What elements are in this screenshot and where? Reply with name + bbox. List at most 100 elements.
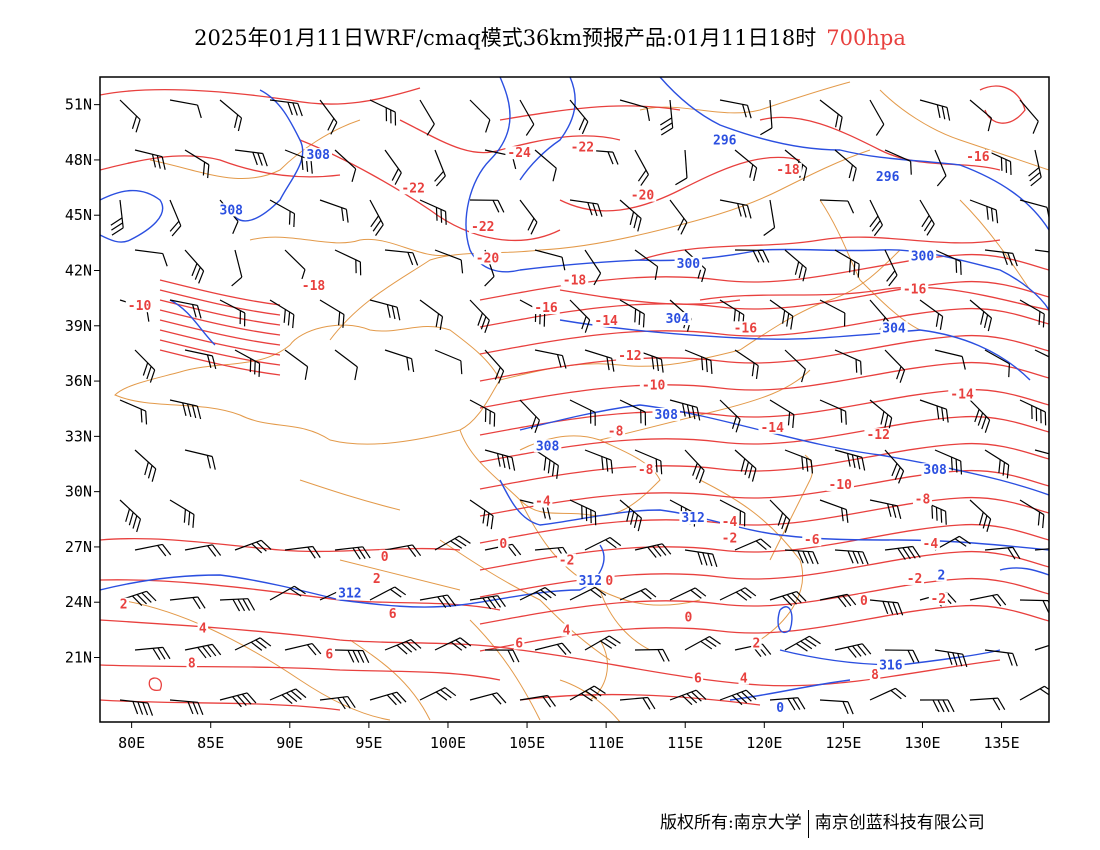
lon-label: 125E xyxy=(825,734,861,752)
label-backdrop xyxy=(936,568,947,582)
wind-barbs xyxy=(110,99,1049,716)
wind-barb xyxy=(469,692,507,705)
label-backdrop xyxy=(118,597,129,611)
wind-barb xyxy=(869,499,902,519)
temperature-contour xyxy=(100,619,521,651)
wind-barb xyxy=(184,349,217,369)
lat-label: 48N xyxy=(65,151,92,169)
label-backdrop xyxy=(469,219,497,233)
label-backdrop xyxy=(826,477,854,491)
temperature-contour xyxy=(159,299,281,326)
label-backdrop xyxy=(948,387,976,401)
height-label: 308 xyxy=(654,408,678,423)
wind-barb xyxy=(334,546,371,560)
temperature-contour xyxy=(159,339,281,366)
temperature-label: 4 xyxy=(199,622,207,637)
temperature-label: 8 xyxy=(188,657,196,672)
temperature-contour xyxy=(159,309,281,336)
wind-barb xyxy=(269,299,295,329)
wind-barb xyxy=(719,587,757,601)
label-backdrop xyxy=(751,636,762,650)
boundary-line xyxy=(819,199,921,331)
wind-barb xyxy=(234,637,272,651)
height-label: 308 xyxy=(923,463,947,478)
label-backdrop xyxy=(679,511,707,525)
wind-barb xyxy=(934,249,962,275)
temperature-contour xyxy=(100,155,341,178)
wind-barb xyxy=(719,499,746,527)
wind-barb xyxy=(919,299,944,330)
wind-barb xyxy=(469,199,505,213)
wind-barb xyxy=(734,449,757,482)
temperature-contour xyxy=(159,329,281,356)
wind-barb xyxy=(969,299,993,332)
temperature-contour xyxy=(159,319,281,346)
wind-barb xyxy=(619,588,657,601)
wind-barb xyxy=(169,99,202,119)
temperature-contour xyxy=(559,289,741,305)
label-backdrop xyxy=(604,573,615,587)
temperature-label: -14 xyxy=(950,388,974,403)
height-contour xyxy=(519,77,576,181)
label-backdrop xyxy=(505,146,533,160)
label-backdrop xyxy=(304,148,333,162)
temperature-label: 2 xyxy=(752,636,760,651)
lon-label: 130E xyxy=(904,734,940,752)
wind-barb xyxy=(969,499,992,533)
temperature-contour xyxy=(479,496,1049,544)
wind-barb xyxy=(234,539,272,554)
temperature-label: -2 xyxy=(930,592,946,607)
temperature-label: -24 xyxy=(507,146,531,161)
temperature-contour xyxy=(479,334,1049,382)
label-backdrop xyxy=(877,658,905,672)
temperature-label: -20 xyxy=(631,189,655,204)
label-backdrop xyxy=(873,170,902,184)
label-backdrop xyxy=(920,536,940,550)
temperature-label: 6 xyxy=(515,636,523,651)
wind-barb xyxy=(269,199,296,228)
wind-barb xyxy=(334,249,362,276)
label-backdrop xyxy=(592,313,620,327)
boundary-line xyxy=(349,639,431,721)
boundary-line xyxy=(339,559,461,591)
label-backdrop xyxy=(576,573,605,587)
temperature-label: -10 xyxy=(128,299,152,314)
wind-barb xyxy=(384,149,402,185)
wind-barb xyxy=(169,699,204,715)
boundary-line xyxy=(114,324,501,445)
lon-label: 80E xyxy=(118,734,145,752)
wind-barb xyxy=(919,699,955,713)
height-label: 308 xyxy=(536,439,560,454)
wind-barb xyxy=(719,689,757,706)
wind-barb xyxy=(969,99,992,132)
temperature-label: -12 xyxy=(866,428,889,443)
label-backdrop xyxy=(711,133,739,147)
wind-barb xyxy=(584,249,602,286)
temperature-label: -18 xyxy=(302,279,326,294)
temperature-label: -14 xyxy=(594,314,618,329)
wind-barb xyxy=(134,349,156,383)
copyright-text: 版权所有:南京大学 xyxy=(660,813,802,833)
temperature-contour xyxy=(159,349,281,376)
wind-barb xyxy=(569,199,603,217)
wind-barb xyxy=(184,449,216,470)
wind-barb xyxy=(231,249,243,287)
lon-label: 135E xyxy=(983,734,1019,752)
wind-barb xyxy=(919,199,935,236)
height-label: 300 xyxy=(677,257,701,272)
height-label: 312 xyxy=(579,574,602,589)
wind-barb xyxy=(884,649,920,663)
label-backdrop xyxy=(652,407,680,421)
wind-barb xyxy=(234,149,268,167)
label-backdrop xyxy=(186,656,197,670)
height-label: 296 xyxy=(876,170,900,185)
height-contour xyxy=(100,574,581,608)
temperature-contour xyxy=(499,105,681,121)
wind-barb xyxy=(134,646,171,661)
wind-barb xyxy=(869,99,885,136)
wind-barb xyxy=(534,149,557,182)
height-contour xyxy=(169,299,216,346)
temperature-contour xyxy=(479,280,1049,328)
label-backdrop xyxy=(869,667,881,681)
wind-barb xyxy=(334,649,370,663)
